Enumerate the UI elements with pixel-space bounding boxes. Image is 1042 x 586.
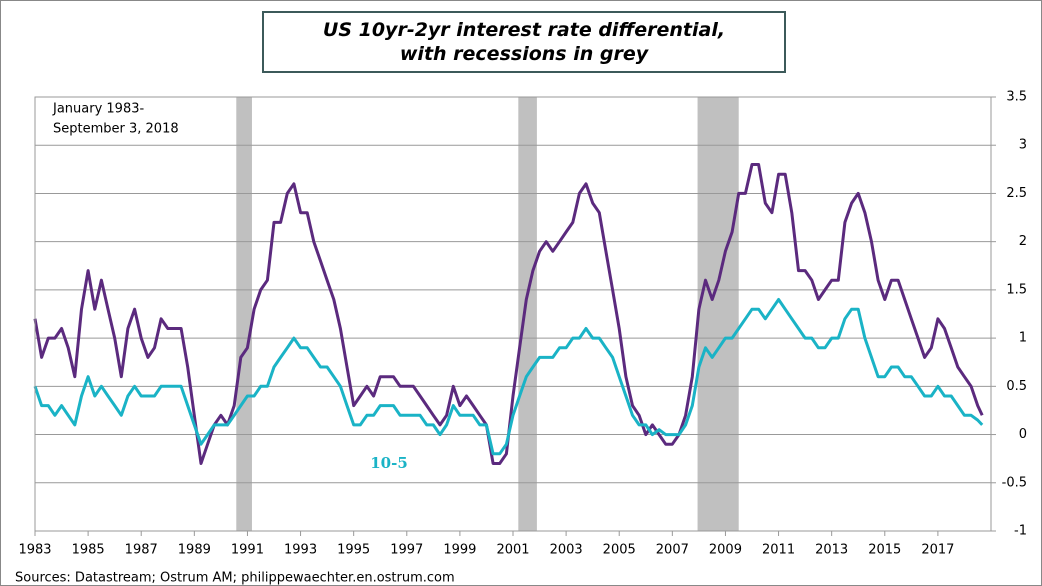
y-tick-label: 0 <box>1019 427 1027 442</box>
x-tick-label: 1991 <box>231 543 264 558</box>
x-tick-label: 2017 <box>921 543 954 558</box>
x-tick-label: 1983 <box>18 543 51 558</box>
x-tick-label: 1997 <box>390 543 423 558</box>
x-tick-label: 1999 <box>443 543 476 558</box>
x-tick-label: 2007 <box>656 543 689 558</box>
y-tick-label: 3 <box>1019 138 1027 153</box>
y-tick-label: 0.5 <box>1006 379 1027 394</box>
x-tick-label: 2009 <box>709 543 742 558</box>
x-tick-label: 2011 <box>762 543 795 558</box>
y-tick-label: -0.5 <box>1002 475 1027 490</box>
recession-band <box>236 97 252 531</box>
y-tick-label: -1 <box>1014 524 1027 539</box>
y-tick-label: 2 <box>1019 234 1027 249</box>
series-line <box>33 298 984 456</box>
x-tick-label: 1989 <box>178 543 211 558</box>
x-tick-label: 1995 <box>337 543 370 558</box>
period-note: September 3, 2018 <box>53 122 179 137</box>
x-tick-label: 2003 <box>550 543 583 558</box>
x-tick-label: 2005 <box>603 543 636 558</box>
x-tick-label: 2001 <box>496 543 529 558</box>
x-tick-label: 2013 <box>815 543 848 558</box>
y-tick-label: 1 <box>1019 331 1027 346</box>
x-tick-label: 1987 <box>125 543 158 558</box>
series-label: 10-5 <box>370 454 408 472</box>
recession-band <box>697 97 739 531</box>
x-tick-label: 2015 <box>868 543 901 558</box>
chart-title: US 10yr-2yr interest rate differential, … <box>262 11 786 73</box>
x-tick-label: 1993 <box>284 543 317 558</box>
y-tick-label: 2.5 <box>1006 186 1027 201</box>
x-tick-label: 1985 <box>72 543 105 558</box>
series-line <box>33 163 984 465</box>
y-tick-label: 1.5 <box>1006 282 1027 297</box>
period-note: January 1983- <box>52 102 144 117</box>
y-tick-label: 3.5 <box>1006 90 1027 105</box>
source: Sources: Datastream; Ostrum AM; philippe… <box>15 571 455 586</box>
recession-band <box>518 97 537 531</box>
